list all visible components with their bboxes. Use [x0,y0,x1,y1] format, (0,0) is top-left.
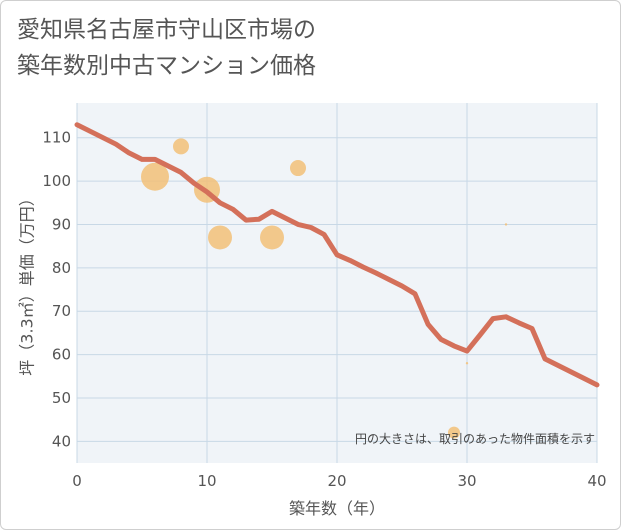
y-tick-label: 100 [42,172,71,190]
bubble-point [260,225,284,250]
x-tick-label: 10 [197,472,216,490]
bubble-point [141,162,169,191]
trend-line [74,122,600,388]
bubble-point [208,225,232,250]
bubble-point [448,426,460,439]
y-tick-label: 70 [52,302,71,320]
bubble-series [141,138,508,439]
y-tick-label: 60 [52,346,71,364]
bubble-point [290,160,306,177]
y-tick-label: 50 [52,389,71,407]
x-tick-label: 40 [587,472,606,490]
y-tick-label: 110 [42,129,71,147]
y-axis-label: 坪（3.3㎡）単価（万円） [18,190,37,375]
x-tick-label: 0 [72,472,82,490]
chart-title: 愛知県名古屋市守山区市場の 築年数別中古マンション価格 [17,12,316,84]
chart-title-line-1: 愛知県名古屋市守山区市場の [17,17,316,43]
x-axis-label: 築年数（年） [289,499,385,518]
bubble-point [504,223,508,226]
y-tick-label: 40 [52,432,71,450]
chart-title-line-2: 築年数別中古マンション価格 [17,53,316,79]
x-tick-labels: 0 10 20 30 40 [72,472,606,490]
x-tick-label: 20 [327,472,346,490]
y-tick-labels: 40 50 60 70 80 90 100 110 [42,129,71,451]
bubble-point [173,138,189,155]
x-tick-label: 30 [457,472,476,490]
y-tick-label: 80 [52,259,71,277]
bubble-point [465,362,469,365]
y-tick-label: 90 [52,215,71,233]
bubble-size-note: 円の大きさは、取引のあった物件面積を示す [355,431,595,446]
